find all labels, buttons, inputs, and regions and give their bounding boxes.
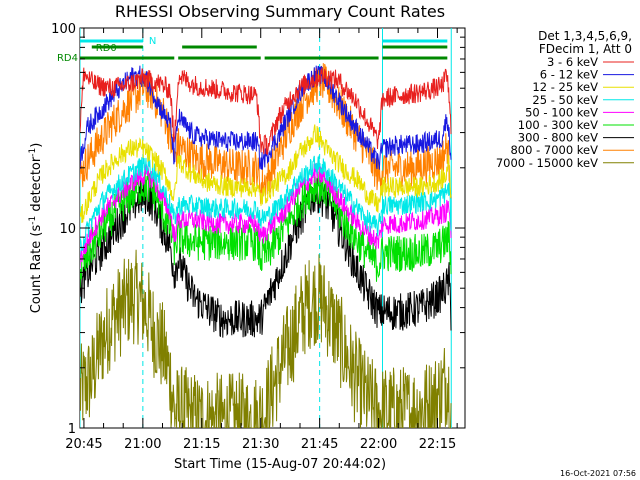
legend: Det 1,3,4,5,6,9, FDecim 1, Att 0 3 - 6 k… <box>496 29 634 170</box>
x-axis: 20:45 21:00 21:15 21:30 21:45 22:00 22:15 <box>65 28 458 452</box>
flag-label-rd0: RD0 <box>96 43 117 54</box>
x-axis-label: Start Time (15-Aug-07 20:44:02) <box>174 457 386 472</box>
legend-header-2: FDecim 1, Att 0 <box>539 42 632 56</box>
y-tick-label: 1 <box>68 422 76 437</box>
series-line <box>80 67 452 156</box>
legend-entry-label: 800 - 7000 keV <box>510 143 598 157</box>
x-tick-label: 22:15 <box>419 437 456 452</box>
y-axis: 1 10 100 <box>51 22 465 437</box>
y-axis-label-unit: detector <box>29 156 44 216</box>
y-axis-label: Count Rate (s-1 detector-1) <box>28 143 44 314</box>
x-tick-label: 22:00 <box>360 437 397 452</box>
flag-label-rd4: RD4 <box>57 53 78 64</box>
legend-entry-label: 50 - 100 keV <box>525 105 598 119</box>
y-axis-label-close: ) <box>29 143 44 148</box>
legend-entry-label: 300 - 800 keV <box>518 131 598 145</box>
x-tick-label: 21:00 <box>124 437 161 452</box>
plot-area <box>79 27 466 429</box>
y-tick-label: 100 <box>51 22 76 37</box>
series-layer <box>80 28 452 428</box>
legend-entry-label: 12 - 25 keV <box>532 80 598 94</box>
legend-entry-label: 100 - 300 keV <box>518 118 598 132</box>
series-line <box>80 155 452 251</box>
x-tick-label: 21:45 <box>301 437 338 452</box>
x-tick-label: 21:30 <box>242 437 279 452</box>
x-tick-label: 21:15 <box>183 437 220 452</box>
legend-entry-label: 25 - 50 keV <box>532 93 598 107</box>
series-line <box>80 249 452 428</box>
flag-label-n: N <box>149 36 156 47</box>
series-line <box>80 168 452 289</box>
legend-header-1: Det 1,3,4,5,6,9, <box>538 29 632 43</box>
legend-entry-label: 3 - 6 keV <box>547 55 598 69</box>
y-tick-label: 10 <box>59 222 76 237</box>
legend-entry-label: 7000 - 15000 keV <box>496 156 598 170</box>
series-line <box>80 65 452 170</box>
series-line <box>80 163 452 269</box>
timestamp: 16-Oct-2021 07:56 <box>560 469 636 478</box>
y-axis-label-exponent-2: -1 <box>28 148 38 157</box>
legend-entry-label: 6 - 12 keV <box>540 68 598 82</box>
y-axis-label-exponent: -1 <box>28 216 38 225</box>
chart-title: RHESSI Observing Summary Count Rates <box>115 2 445 21</box>
x-tick-label: 20:45 <box>65 437 102 452</box>
series-line <box>80 124 452 224</box>
y-axis-label-main: Count Rate (s <box>29 225 44 314</box>
